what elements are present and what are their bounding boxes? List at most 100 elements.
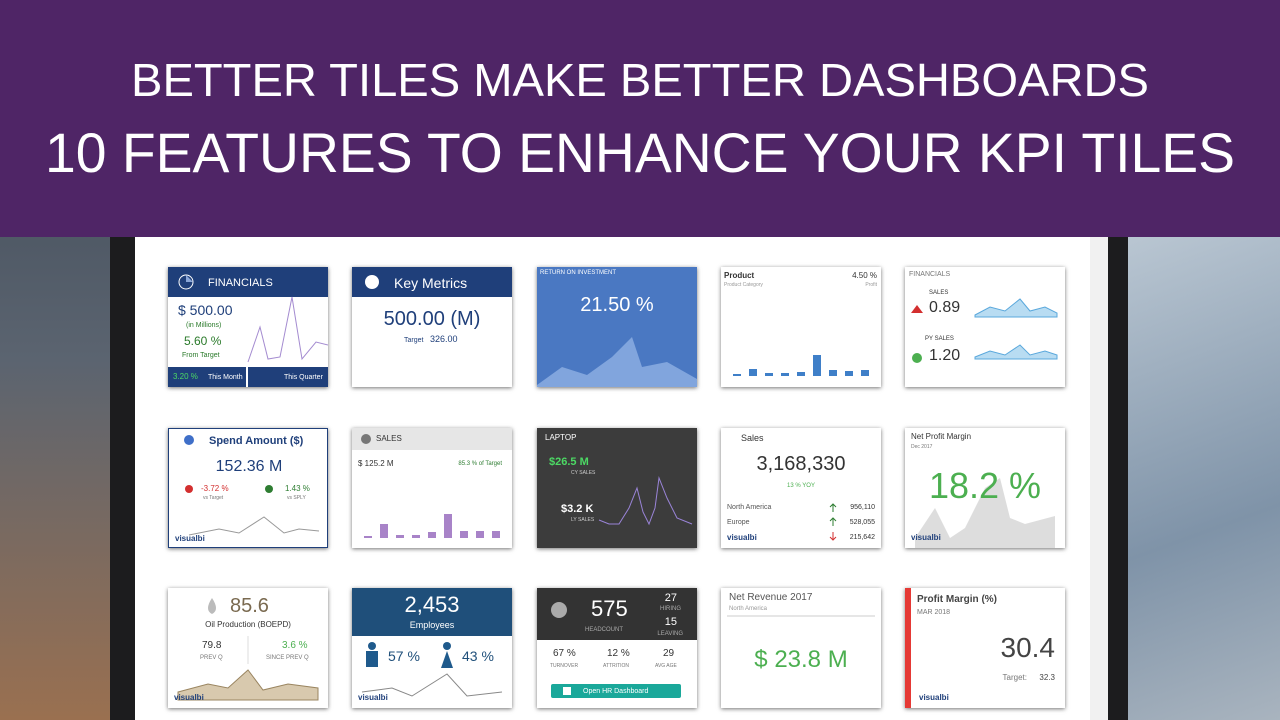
- tile-graphic: [727, 615, 875, 617]
- kpi-tile: Product Product Category 4.50 % Profit: [721, 267, 881, 387]
- kpi-tile: Net Revenue 2017 North America $ 23.8 M: [721, 588, 881, 708]
- tile-text: vs SPLY: [287, 495, 306, 501]
- tile-graphic: [911, 298, 1058, 363]
- decoration: [444, 514, 452, 538]
- tile-text: North America: [729, 606, 768, 612]
- kpi-tile: 575 HEADCOUNT 27 HIRING 15 LEAVING 67 % …: [537, 588, 697, 708]
- decoration: [361, 434, 371, 444]
- tile-text: LY SALES: [571, 517, 595, 523]
- tile-text: Product: [724, 271, 755, 280]
- tile-text: 57 %: [388, 648, 420, 664]
- tile-text: 500.00 (M): [383, 308, 481, 330]
- tile-text: Employees: [409, 620, 455, 630]
- tile-graphic: [829, 503, 837, 541]
- tile-graphic: [184, 435, 320, 536]
- kpi-tile: 85.6 Oil Production (BOEPD) 79.8 PREV Q …: [168, 588, 328, 708]
- tile-text: $3.2 K: [561, 503, 594, 515]
- kpi-tile: Profit Margin (%) MAR 2018 30.4 Target: …: [905, 588, 1065, 708]
- tile-text: 18.2 %: [928, 465, 1042, 506]
- decoration: [247, 296, 328, 363]
- kpi-tile: FINANCIALS $ 500.00 (in Millions) 5.60 %…: [168, 267, 328, 387]
- kpi-tile: FINANCIALS SALES 0.89 PY SALES 1.20: [905, 267, 1065, 387]
- decoration: [845, 371, 853, 376]
- tile-text: Dec 2017: [911, 444, 933, 450]
- decoration: [428, 532, 436, 538]
- decoration: [551, 602, 567, 618]
- tile-text: 79.8: [202, 640, 222, 651]
- tile-graphic: [537, 337, 697, 387]
- banner: BETTER TILES MAKE BETTER DASHBOARDS 10 F…: [0, 0, 1280, 237]
- tile-text: This Quarter: [284, 374, 323, 381]
- logo-text: visualbi: [911, 533, 941, 542]
- tile-text: CY SALES: [571, 470, 596, 476]
- kpi-tile: SALES $ 125.2 M 85.3 % of Target: [352, 428, 512, 548]
- tile-text: North America: [727, 504, 772, 511]
- tile-text: SALES: [929, 290, 949, 296]
- logo-text: visualbi: [727, 533, 757, 542]
- decoration: [185, 485, 193, 493]
- tile-text: PREV Q: [200, 655, 223, 661]
- kpi-tile: Spend Amount ($) 152.36 M -3.72 % vs Tar…: [168, 428, 328, 548]
- decoration: [781, 373, 789, 376]
- tile-text: 27: [664, 592, 677, 604]
- kpi-tile: Sales 3,168,330 13 % YOY North America 9…: [721, 428, 881, 548]
- kpi-tile: Key Metrics 500.00 (M) Target 326.00: [352, 267, 512, 387]
- kpi-tile: 2,453 Employees 57 % 43 % visualbi: [352, 588, 512, 708]
- tile-text: 3,168,330: [756, 453, 846, 475]
- decoration: [412, 535, 420, 538]
- tile-text: 21.50 %: [580, 294, 654, 316]
- banner-text: BETTER TILES MAKE BETTER DASHBOARDS 10 F…: [45, 54, 1235, 184]
- decoration: [188, 516, 320, 536]
- decoration: [365, 275, 379, 289]
- tile-text: Profit: [865, 282, 877, 288]
- tile-text: Target: [404, 337, 424, 344]
- tile-text: Product Category: [724, 282, 763, 288]
- kpi-tile: LAPTOP $26.5 M CY SALES $3.2 K LY SALES: [537, 428, 697, 548]
- decoration: [974, 298, 1058, 318]
- decoration: [476, 531, 484, 538]
- tile-text: Oil Production (BOEPD): [205, 620, 291, 629]
- logo-text: visualbi: [919, 693, 949, 702]
- tile-text: Profit Margin (%): [917, 594, 997, 605]
- decoration: [492, 531, 500, 538]
- decoration: [366, 651, 378, 667]
- tile-text: 152.36 M: [215, 458, 283, 475]
- decoration: [208, 598, 216, 614]
- tile-graphic: [537, 588, 697, 698]
- tile-text: 30.4: [1000, 632, 1056, 663]
- tile-text: $ 125.2 M: [358, 459, 394, 468]
- tile-text: 3.6 %: [282, 640, 308, 651]
- tile-text: 326.00: [430, 334, 458, 344]
- decoration: [361, 673, 503, 697]
- decoration: [912, 353, 922, 363]
- tile-text: 85.3 % of Target: [458, 461, 502, 467]
- logo-text: visualbi: [358, 693, 388, 702]
- decoration: [598, 476, 693, 526]
- tile-text: 29: [663, 648, 675, 659]
- tile-text: AVG AGE: [655, 663, 677, 669]
- kpi-tile: Net Profit Margin Dec 2017 18.2 % visual…: [905, 428, 1065, 548]
- tile-text: ATTRITION: [603, 663, 630, 669]
- tile-text: 1.43 %: [285, 484, 310, 493]
- headline: BETTER TILES MAKE BETTER DASHBOARDS: [131, 54, 1149, 106]
- decoration: [797, 372, 805, 376]
- decoration: [364, 536, 372, 538]
- tile-text: -3.72 %: [201, 484, 229, 493]
- tile-text: $ 500.00: [178, 302, 233, 318]
- tile-text: 5.60 %: [184, 334, 222, 348]
- tile-text: SINCE PREV Q: [266, 655, 309, 661]
- decoration: [551, 684, 681, 698]
- decoration: [765, 373, 773, 376]
- tile-graphic: [905, 588, 911, 708]
- tile-text: 13 % YOY: [787, 483, 815, 489]
- subheadline: 10 FEATURES TO ENHANCE YOUR KPI TILES: [45, 121, 1235, 184]
- logo-text: visualbi: [175, 534, 205, 543]
- tile-graphic: [598, 476, 693, 526]
- decoration: [749, 369, 757, 376]
- tile-graphic: [352, 428, 512, 538]
- decoration: [368, 642, 376, 650]
- tile-text[interactable]: Open HR Dashboard: [583, 688, 649, 695]
- tile-text: MAR 2018: [917, 609, 951, 616]
- tile-text: vs Target: [203, 495, 224, 501]
- tile-text: 3.20 %: [173, 372, 198, 381]
